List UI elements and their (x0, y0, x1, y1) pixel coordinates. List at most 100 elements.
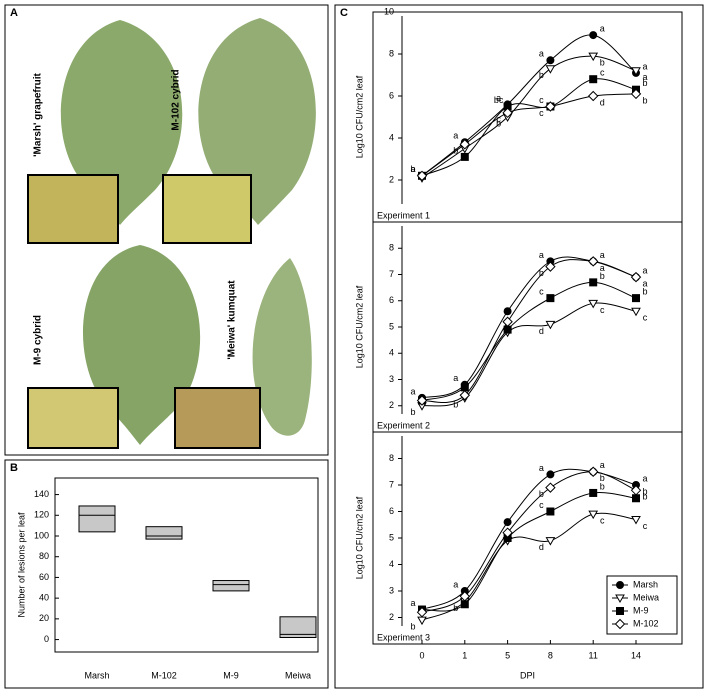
significance-letter: c (643, 521, 648, 531)
box (279, 616, 317, 638)
y-tick-label: 140 (34, 489, 49, 499)
marker (545, 65, 556, 74)
marker (546, 294, 555, 303)
annotation: Experiment 3 (377, 632, 430, 642)
marker (630, 271, 642, 283)
x-tick-label: 0 (419, 650, 424, 660)
x-tick-label: Meiwa (285, 670, 311, 680)
y-axis-label: Log10 CFU/cm2 leaf (354, 285, 364, 368)
y-tick-label: 6 (389, 90, 394, 100)
significance-letter: b (600, 473, 605, 483)
marker (588, 299, 599, 309)
box (78, 505, 116, 533)
marker (502, 527, 513, 538)
significance-letter: a (642, 473, 647, 483)
marker (588, 510, 599, 520)
marker (546, 56, 555, 65)
significance-letter: b (642, 487, 647, 497)
plot-frame (54, 477, 319, 653)
y-tick-label: 3 (389, 374, 394, 384)
significance-letter: a (410, 598, 415, 608)
y-tick-label: 2 (389, 174, 394, 184)
panel-frame (334, 4, 704, 689)
y-tick-label: 10 (384, 6, 394, 16)
significance-letter: a (496, 93, 501, 103)
marker (616, 607, 624, 615)
significance-letter: c (539, 108, 544, 118)
significance-letter: a (600, 263, 605, 273)
x-tick-label: M-9 (223, 670, 239, 680)
x-tick-label: 8 (548, 650, 553, 660)
photo-label: M-9 cybrid (33, 315, 44, 365)
significance-letter: d (539, 542, 544, 552)
marker (416, 395, 428, 406)
y-tick-label: 80 (39, 551, 49, 561)
significance-letter: b (642, 78, 647, 88)
marker (631, 307, 641, 317)
significance-letter: a (642, 266, 647, 276)
y-axis-label: Log10 CFU/cm2 leaf (354, 496, 364, 579)
marker (459, 591, 471, 602)
y-tick-label: 2 (389, 400, 394, 410)
significance-letter: c (539, 287, 544, 297)
significance-letter: b (642, 287, 647, 297)
significance-letter: b (600, 271, 605, 281)
marker (459, 390, 471, 401)
box (145, 526, 183, 540)
significance-letter: a (600, 250, 605, 260)
legend-label: Meiwa (633, 592, 659, 602)
significance-letter: a (453, 373, 458, 383)
marker (545, 261, 556, 272)
marker (502, 316, 513, 327)
y-tick-label: 40 (39, 593, 49, 603)
significance-letter: b (410, 407, 415, 417)
marker (615, 594, 625, 604)
significance-letter: c (600, 516, 605, 526)
marker (546, 507, 555, 516)
marker (545, 320, 556, 330)
x-tick-label: 5 (505, 650, 510, 660)
marker (631, 515, 641, 525)
significance-letter: a (539, 250, 544, 260)
marker (545, 482, 556, 493)
x-axis-label: DPI (520, 670, 535, 680)
significance-letter: a (642, 279, 647, 289)
marker (587, 90, 599, 102)
marker (614, 618, 626, 630)
significance-letter: a (539, 463, 544, 473)
significance-letter: d (539, 326, 544, 336)
significance-letter: c (643, 313, 648, 323)
marker (460, 383, 469, 392)
significance-letter: b (600, 481, 605, 491)
significance-letter: b (539, 268, 544, 278)
y-tick-label: 2 (389, 612, 394, 622)
marker (587, 466, 599, 477)
marker (587, 256, 599, 267)
significance-letter: c (600, 305, 605, 315)
x-tick-label: M-102 (151, 670, 177, 680)
marker (416, 170, 428, 182)
marker (588, 52, 599, 62)
significance-letter: d (600, 97, 605, 107)
y-tick-label: 6 (389, 506, 394, 516)
marker (545, 101, 556, 112)
marker (503, 307, 512, 316)
marker (632, 294, 640, 303)
photo-label: M-102 cybrid (171, 69, 182, 130)
photo-label: 'Marsh' grapefruit (33, 73, 44, 157)
marker (589, 75, 598, 84)
marker (460, 152, 469, 161)
legend-label: M-102 (633, 618, 659, 628)
annotation: Experiment 1 (377, 210, 430, 220)
significance-letter: b (642, 95, 647, 105)
y-tick-label: 8 (389, 48, 394, 58)
marker (630, 88, 642, 100)
y-tick-label: 8 (389, 243, 394, 253)
significance-letter: a (453, 131, 458, 141)
y-tick-label: 8 (389, 453, 394, 463)
legend-label: M-9 (633, 605, 649, 615)
panel-label: B (10, 462, 18, 474)
plot-frame (372, 431, 683, 645)
y-tick-label: 5 (389, 532, 394, 542)
y-tick-label: 4 (389, 132, 394, 142)
